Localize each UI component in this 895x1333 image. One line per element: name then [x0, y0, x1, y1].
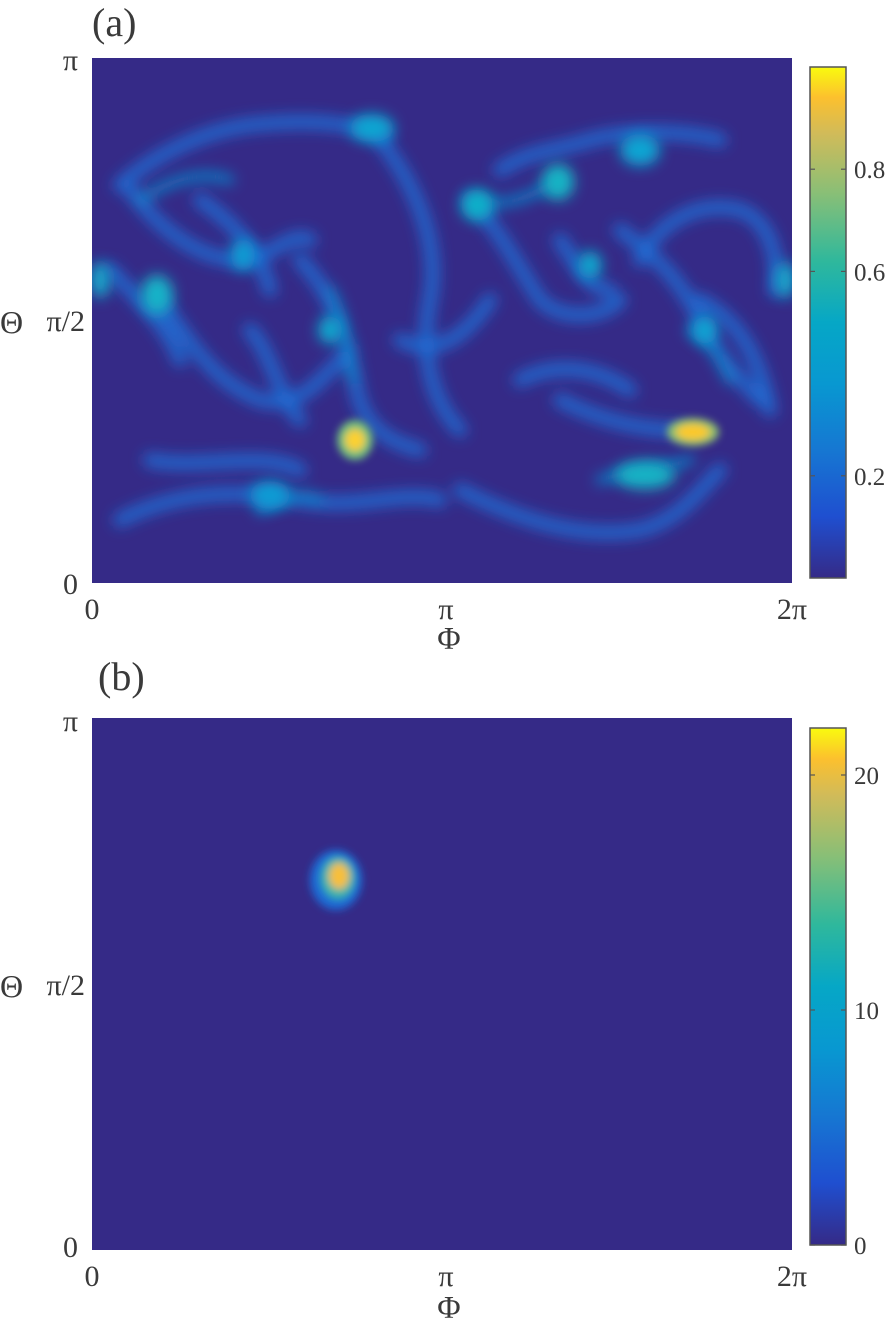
a-xlabel: Φ [437, 620, 460, 656]
b-ytick-0: 0 [63, 1231, 78, 1264]
colorbar-tick-label: 10 [854, 998, 879, 1025]
a-ytick-0: 0 [63, 568, 78, 601]
heatmap-a-blob [461, 189, 493, 221]
panel-b: (b) π π/2 0 Θ 0 π 2π Φ 0 10 20 [0, 654, 879, 1325]
b-xtick-0: 0 [85, 1260, 100, 1293]
colorbar-tick-label: 0.6 [854, 259, 885, 286]
heatmap-a-hotspot [345, 429, 365, 451]
b-xtick-pi: π [438, 1260, 453, 1293]
heatmap-a-hotspot [676, 424, 710, 440]
a-ytick-pi: π [63, 44, 78, 77]
heatmap-a-peaks [92, 114, 792, 509]
a-xtick-pi: π [438, 593, 453, 626]
heatmap-a [92, 58, 792, 583]
colorbar-tick-label: 20 [854, 763, 879, 790]
heatmap-a-blob [141, 275, 173, 315]
heatmap-a-hotspots [337, 418, 719, 460]
panel-a: (a) [0, 0, 885, 656]
b-ytick-pi: π [63, 705, 78, 738]
heatmap-a-blob [231, 239, 255, 271]
colorbar-a: 0.2 0.6 0.8 [809, 66, 885, 579]
heatmap-b [92, 718, 792, 1250]
a-ylabel: Θ [0, 304, 23, 340]
heatmap-a-filaments [103, 115, 784, 540]
colorbar-tick-label: 0.8 [854, 157, 885, 184]
a-ytick-mid: π/2 [47, 305, 85, 338]
colorbar-a-bar [809, 66, 847, 579]
heatmap-a-blob [542, 164, 574, 200]
heatmap-b-background [92, 718, 792, 1250]
panel-a-label: (a) [92, 0, 136, 45]
colorbar-tick-label: 0.2 [854, 464, 885, 491]
colorbar-tick-label: 0 [854, 1233, 867, 1260]
heatmap-a-blob [620, 134, 660, 166]
b-xlabel: Φ [437, 1289, 460, 1325]
heatmap-a-blob [318, 316, 342, 344]
colorbar-b: 0 10 20 [809, 727, 879, 1260]
b-xtick-2pi: 2π [777, 1260, 807, 1293]
b-ytick-mid: π/2 [47, 969, 85, 1002]
heatmap-a-blob [350, 114, 394, 142]
heatmap-a-blob [578, 251, 602, 279]
heatmap-a-blob [250, 481, 290, 509]
panel-b-label: (b) [98, 654, 145, 699]
heatmap-b-core [329, 863, 349, 889]
colorbar-b-bar [809, 727, 847, 1246]
a-xtick-2pi: 2π [777, 593, 807, 626]
b-ylabel: Θ [0, 968, 23, 1004]
heatmap-a-blob [775, 262, 792, 298]
heatmap-a-blob [615, 461, 675, 489]
a-xtick-0: 0 [85, 593, 100, 626]
heatmap-a-blob [92, 262, 110, 298]
heatmap-a-blob [693, 316, 717, 344]
